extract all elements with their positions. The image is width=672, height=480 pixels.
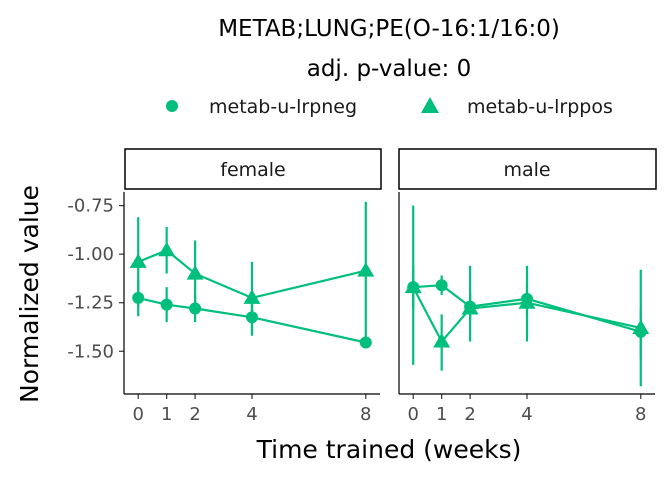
x-tick-label: 1 [161, 404, 172, 425]
data-point-lrppos [186, 265, 204, 280]
y-tick-label: -0.75 [67, 196, 114, 217]
x-tick-label: 4 [246, 404, 257, 425]
panel-female [129, 201, 375, 349]
x-tick-label: 2 [189, 404, 200, 425]
data-point-lrpneg [435, 279, 448, 292]
legend: metab-u-lrpneg metab-u-lrppos [166, 96, 613, 118]
data-point-lrppos [243, 289, 261, 304]
chart-title: METAB;LUNG;PE(O-16:1/16:0) [218, 16, 560, 42]
y-axis: -0.75 -1.00 -1.25 -1.50 [67, 196, 124, 362]
x-tick-label: 1 [436, 404, 447, 425]
facet-label-male: male [503, 159, 550, 181]
y-tick-label: -1.50 [67, 341, 114, 362]
chart-subtitle: adj. p-value: 0 [307, 56, 472, 82]
data-point-lrppos [632, 319, 650, 334]
facet-strip-female [124, 148, 382, 190]
legend-label-lrppos: metab-u-lrppos [467, 96, 613, 118]
x-tick-label: 8 [635, 404, 646, 425]
data-point-lrpneg [359, 336, 372, 349]
data-point-lrppos [461, 300, 479, 315]
legend-label-lrpneg: metab-u-lrpneg [209, 96, 357, 118]
x-axis-title: Time trained (weeks) [256, 435, 522, 464]
x-tick-label: 0 [407, 404, 418, 425]
data-point-lrppos [404, 278, 422, 294]
panel-male [404, 205, 650, 387]
x-tick-label: 2 [464, 404, 475, 425]
data-point-lrppos [129, 253, 147, 268]
data-point-lrpneg [160, 298, 173, 311]
data-point-lrppos [158, 241, 176, 257]
data-point-lrppos [518, 294, 536, 309]
y-tick-label: -1.00 [67, 244, 114, 265]
data-point-lrppos [433, 333, 451, 348]
y-axis-title: Normalized value [15, 185, 44, 403]
x-tick-label: 0 [132, 404, 143, 425]
facet-label-female: female [220, 159, 286, 181]
x-tick-label: 4 [521, 404, 532, 425]
x-tick-label: 8 [360, 404, 371, 425]
legend-circle-marker [166, 100, 178, 112]
y-tick-label: -1.25 [67, 293, 114, 314]
data-point-lrppos [357, 262, 375, 277]
legend-triangle-marker [421, 97, 439, 113]
facet-strip-male [398, 148, 657, 190]
